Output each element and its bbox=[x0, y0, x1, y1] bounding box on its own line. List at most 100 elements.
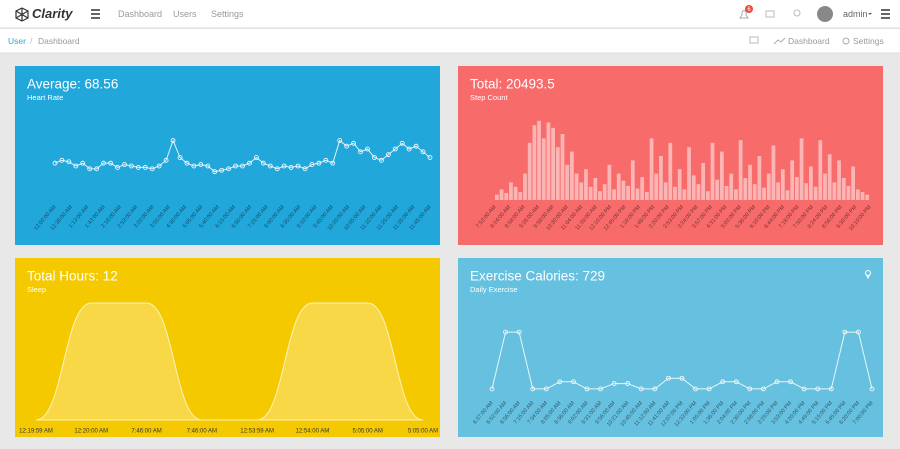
bar bbox=[865, 194, 870, 200]
point bbox=[747, 386, 753, 392]
point bbox=[761, 386, 766, 392]
bar bbox=[518, 192, 523, 200]
nav-link[interactable]: Users bbox=[173, 9, 197, 19]
bar bbox=[593, 178, 598, 200]
point bbox=[73, 163, 79, 169]
point bbox=[693, 386, 698, 392]
point bbox=[170, 138, 176, 143]
bar bbox=[846, 185, 851, 200]
point bbox=[611, 381, 617, 386]
point bbox=[80, 160, 86, 166]
line bbox=[491, 331, 873, 390]
point bbox=[108, 160, 113, 166]
point bbox=[358, 149, 363, 155]
breadcrumb-item[interactable]: User bbox=[8, 36, 26, 46]
card-subtitle: Sleep bbox=[27, 285, 46, 294]
point bbox=[385, 152, 391, 158]
user-name[interactable]: admin bbox=[843, 9, 868, 19]
bar bbox=[645, 192, 649, 200]
bar bbox=[574, 173, 579, 200]
point bbox=[337, 138, 343, 143]
breadcrumb-bar bbox=[0, 29, 900, 53]
point bbox=[122, 162, 127, 167]
bar bbox=[499, 189, 504, 200]
point bbox=[66, 159, 72, 165]
bar bbox=[551, 127, 555, 200]
x-tick-label: 7:46:00 AM bbox=[131, 429, 161, 435]
point bbox=[489, 386, 495, 392]
bar bbox=[626, 185, 630, 200]
point bbox=[253, 155, 259, 160]
point bbox=[115, 165, 120, 170]
menu-icon[interactable] bbox=[91, 9, 100, 19]
gear-icon bbox=[842, 37, 850, 45]
action-link[interactable]: Settings bbox=[853, 36, 884, 46]
point bbox=[652, 386, 658, 392]
bar bbox=[584, 169, 588, 200]
menu-icon[interactable] bbox=[881, 9, 890, 19]
point bbox=[399, 140, 405, 146]
bar bbox=[752, 184, 757, 200]
card-title: Total Hours: 12 bbox=[27, 269, 118, 284]
icon[interactable] bbox=[765, 10, 775, 18]
point bbox=[128, 163, 134, 169]
pin bbox=[865, 270, 871, 280]
point bbox=[295, 163, 301, 169]
point bbox=[584, 386, 590, 392]
x-tick-label: 12:53:59 AM bbox=[240, 429, 274, 435]
bar bbox=[809, 166, 813, 200]
point bbox=[288, 165, 294, 170]
x-tick-label: 12:20:00 AM bbox=[74, 429, 108, 435]
bar bbox=[832, 182, 837, 200]
brand[interactable]: Clarity bbox=[32, 6, 73, 21]
point bbox=[815, 386, 821, 392]
logo bbox=[15, 7, 29, 22]
bar bbox=[588, 186, 593, 200]
badge bbox=[745, 5, 753, 13]
bar bbox=[743, 178, 748, 200]
card bbox=[15, 66, 440, 245]
avatar[interactable] bbox=[817, 6, 833, 22]
x-tick-label: 12:19:59 AM bbox=[19, 429, 53, 435]
point bbox=[774, 379, 780, 385]
nav-link[interactable]: Dashboard bbox=[118, 9, 162, 19]
bar bbox=[687, 147, 691, 200]
card-subtitle: Step Count bbox=[470, 93, 508, 102]
x-tick-label: 12:54:00 AM bbox=[296, 429, 330, 435]
x-tick-label: 5:05:00 AM bbox=[353, 429, 383, 435]
point bbox=[281, 163, 287, 169]
breadcrumb-item: Dashboard bbox=[38, 36, 80, 46]
nav-link[interactable]: Settings bbox=[211, 9, 244, 19]
bar bbox=[729, 173, 734, 200]
point bbox=[302, 166, 308, 172]
bar bbox=[841, 178, 846, 200]
bar bbox=[546, 122, 551, 200]
pin-icon[interactable] bbox=[793, 9, 801, 17]
bar bbox=[663, 182, 668, 200]
bar bbox=[621, 180, 626, 200]
action-link[interactable]: Dashboard bbox=[788, 36, 830, 46]
bar bbox=[616, 173, 621, 200]
point bbox=[212, 169, 218, 175]
bar bbox=[649, 138, 654, 200]
point bbox=[351, 140, 357, 146]
icon[interactable] bbox=[749, 36, 759, 44]
point bbox=[191, 163, 197, 169]
point bbox=[163, 157, 169, 163]
point bbox=[260, 160, 266, 166]
point bbox=[205, 163, 211, 169]
point bbox=[87, 166, 93, 172]
bar bbox=[837, 160, 841, 200]
bar bbox=[724, 185, 729, 200]
bar bbox=[532, 125, 537, 200]
bar bbox=[635, 188, 640, 200]
bar bbox=[602, 184, 607, 200]
point bbox=[52, 160, 58, 166]
point bbox=[392, 146, 398, 152]
x-tick-label: 7:46:00 AM bbox=[187, 429, 217, 435]
point bbox=[274, 166, 280, 172]
point bbox=[828, 386, 834, 392]
bell-icon[interactable] bbox=[739, 10, 749, 19]
point bbox=[638, 386, 644, 392]
point bbox=[219, 167, 225, 173]
